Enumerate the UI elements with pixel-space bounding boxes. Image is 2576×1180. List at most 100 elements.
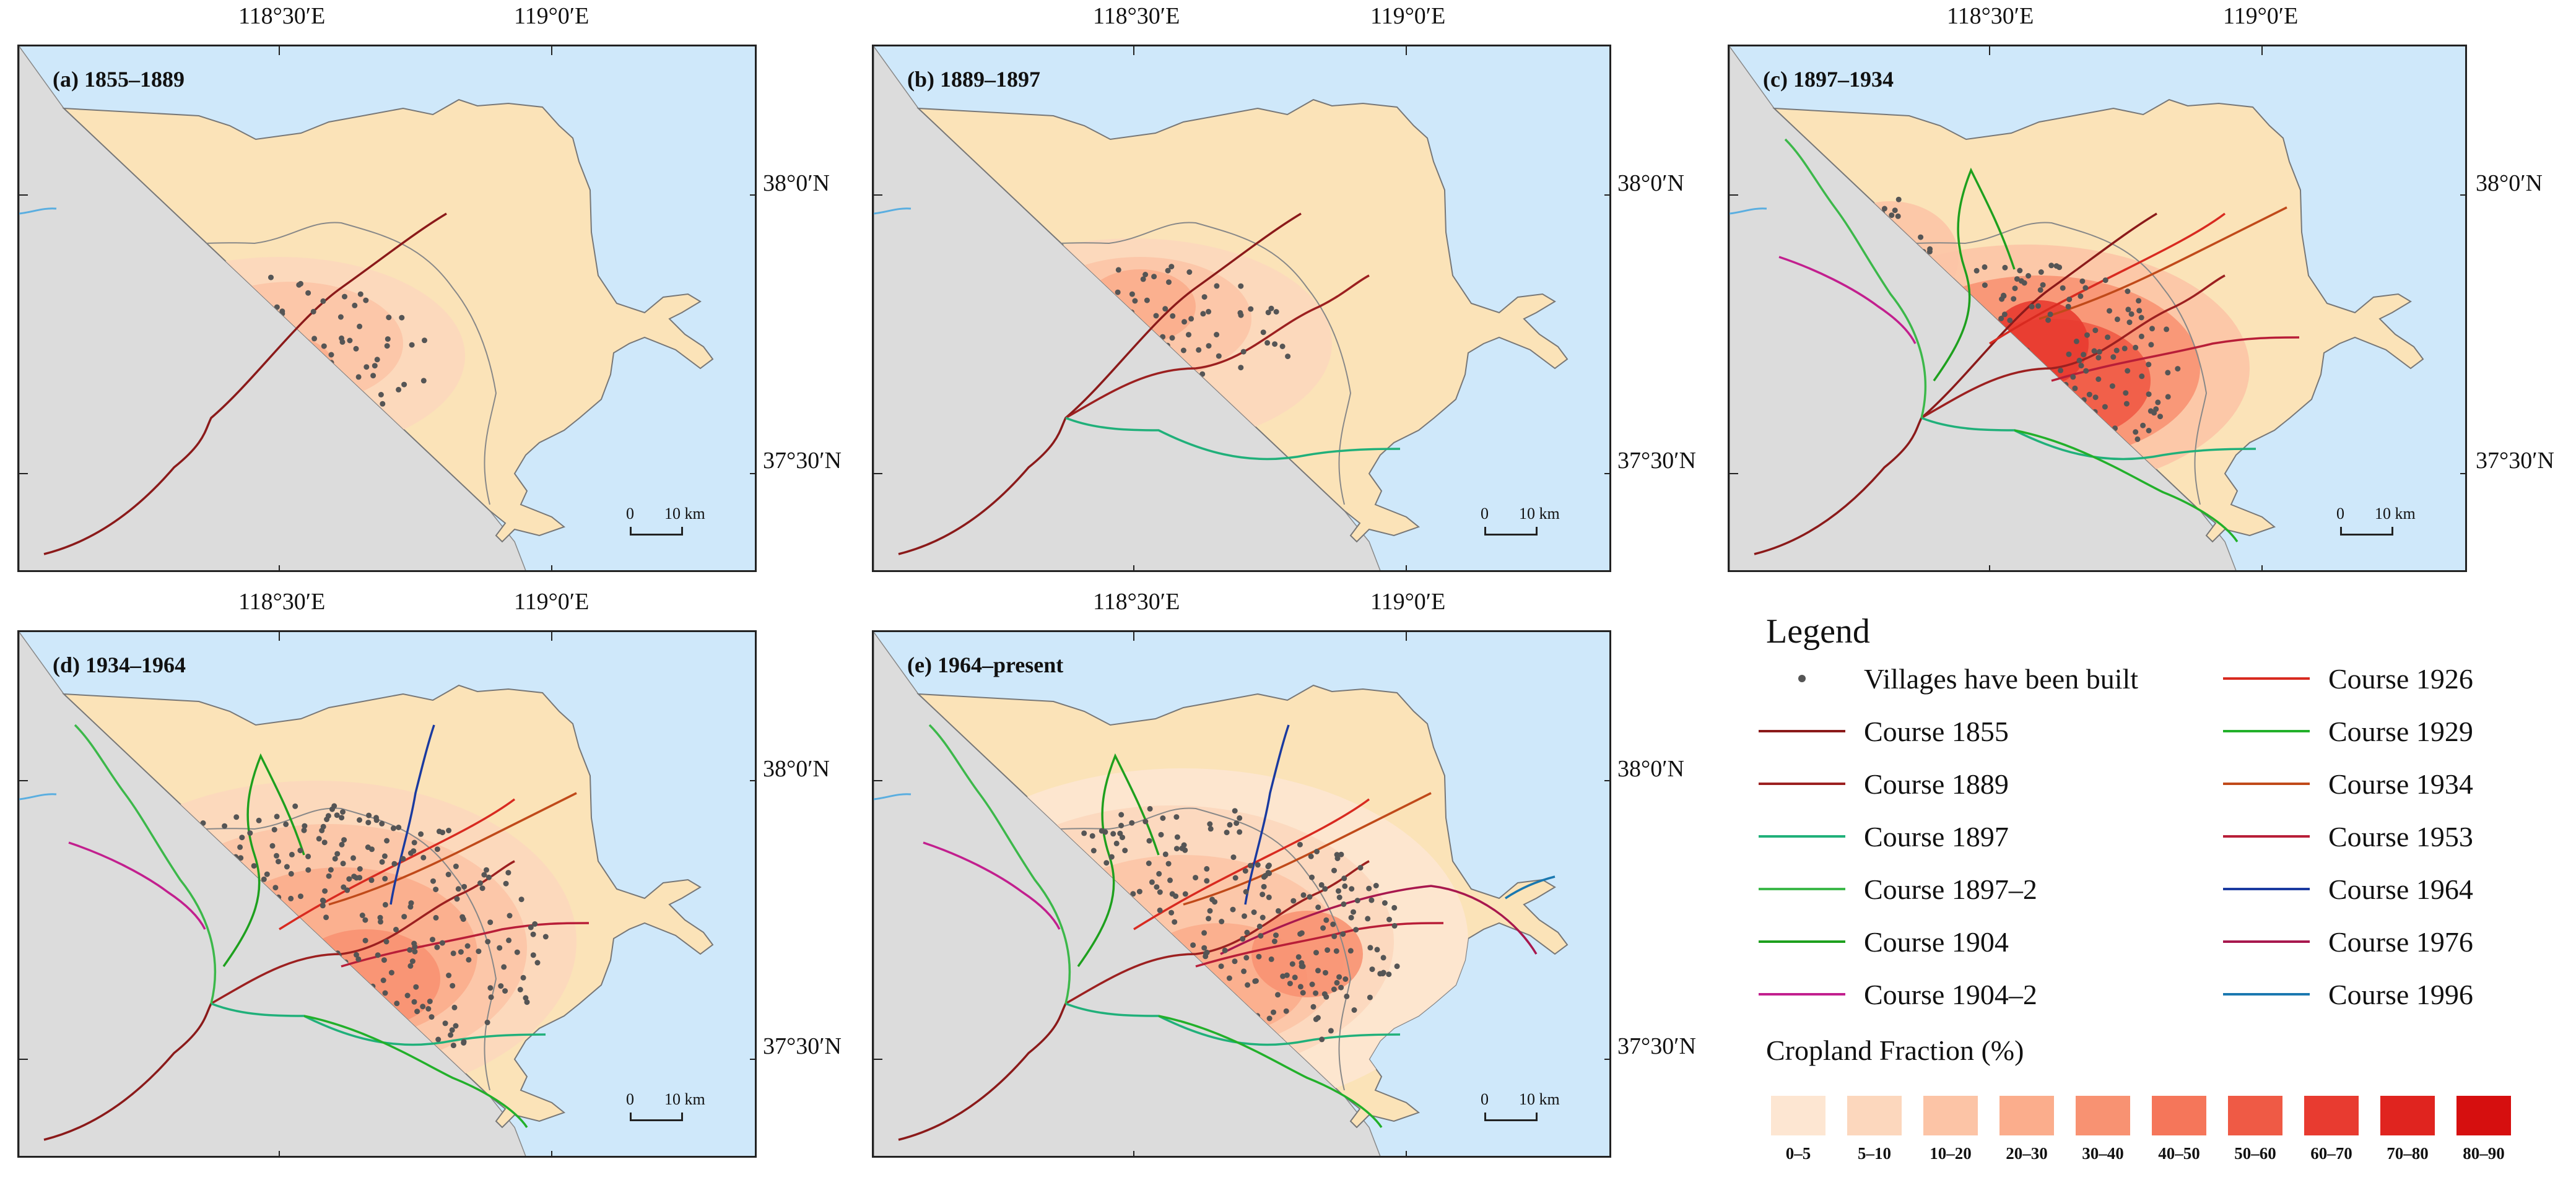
river-course: [222, 753, 305, 968]
cropland-class-label: 30–40: [2082, 1144, 2124, 1163]
village-dot: [342, 293, 347, 300]
village-dot: [453, 1023, 459, 1029]
village-dot: [484, 867, 489, 873]
course-line-icon: [2223, 783, 2310, 785]
village-dot: [322, 888, 328, 894]
legend-course-label: Course 1996: [2328, 978, 2473, 1010]
village-dot: [1237, 815, 1243, 821]
village-dot: [1118, 812, 1125, 818]
village-dot: [2157, 414, 2163, 420]
village-dot: [365, 820, 372, 826]
village-dot: [450, 983, 456, 989]
course-line-icon: [2223, 940, 2310, 943]
village-dot: [2107, 308, 2112, 314]
village-dot: [337, 314, 344, 320]
river-course: [211, 860, 515, 1005]
scale-zero: 0: [626, 505, 634, 523]
village-dot: [1354, 898, 1360, 904]
legend-course--1926: Course 1926: [2223, 660, 2473, 697]
cropland-class-label: 0–5: [1785, 1144, 1811, 1163]
village-dot: [1266, 894, 1272, 900]
village-dot: [2045, 317, 2052, 323]
village-dot: [1366, 885, 1372, 892]
village-dot: [1232, 808, 1238, 814]
village-dot: [247, 830, 253, 836]
village-dot: [1271, 1009, 1276, 1015]
scale-bar: 0 10 km: [1481, 1090, 1560, 1134]
village-dot: [1313, 990, 1319, 996]
village-dot: [365, 844, 371, 850]
village-dot: [1265, 864, 1271, 870]
village-dot: [384, 838, 390, 844]
village-dot: [2105, 334, 2111, 341]
village-dot: [1117, 830, 1123, 836]
lat-label-3730-c: 37°30′N: [2476, 448, 2554, 474]
river-course: [2014, 429, 2239, 542]
village-dot: [1170, 313, 1176, 319]
village-dot: [1918, 234, 1924, 240]
village-dot: [346, 876, 352, 882]
village-dot: [2007, 318, 2013, 323]
village-dot: [425, 1006, 432, 1012]
village-dot: [384, 343, 390, 349]
village-dot: [451, 1004, 458, 1010]
village-dot: [530, 931, 536, 937]
village-dot: [1238, 365, 1244, 371]
village-dot: [400, 856, 406, 862]
village-dot: [1224, 830, 1230, 836]
village-dot: [514, 949, 520, 955]
village-dot: [401, 381, 407, 388]
village-dot: [1247, 862, 1253, 869]
village-dot: [251, 863, 257, 869]
legend-course--1897: Course 1897: [1759, 818, 2009, 855]
village-dot: [321, 343, 327, 349]
village-dot: [407, 963, 414, 969]
legend-course-label: Course 1934: [2328, 768, 2473, 800]
village-dot: [1889, 212, 1895, 219]
lat-label-38-a: 38°0′N: [763, 170, 830, 196]
village-dot: [340, 809, 346, 815]
village-dot: [1207, 821, 1213, 827]
village-dot: [1142, 272, 1149, 277]
legend-course--1889: Course 1889: [1759, 765, 2009, 802]
village-dot: [487, 985, 494, 991]
village-dot: [1283, 1008, 1289, 1014]
village-dot: [1218, 963, 1224, 970]
village-dot: [1380, 955, 1386, 961]
village-dot: [1349, 886, 1355, 892]
village-dot: [256, 817, 262, 823]
village-dot: [2155, 399, 2161, 406]
village-dot: [1266, 870, 1272, 877]
village-dot: [486, 874, 492, 880]
village-dot: [1140, 276, 1146, 282]
legend-course--1855: Course 1855: [1759, 713, 2009, 750]
village-dot: [518, 896, 524, 903]
village-dot: [517, 987, 523, 992]
village-dot: [1216, 353, 1222, 359]
village-dot: [2073, 338, 2079, 344]
village-dot: [2146, 391, 2152, 397]
village-dot: [1347, 948, 1354, 954]
cropland-class-label: 5–10: [1858, 1144, 1891, 1163]
village-dot: [344, 887, 350, 893]
river-course: [1505, 875, 1556, 900]
village-dot: [446, 828, 452, 833]
village-dot: [1147, 805, 1153, 812]
village-dot: [1110, 831, 1116, 837]
village-dot: [1154, 884, 1160, 890]
village-dot: [498, 983, 504, 989]
map-canvas: [874, 632, 1609, 1156]
village-dot: [1368, 897, 1375, 903]
lon-label-119-0-top-a: 119°0′E: [514, 3, 590, 29]
village-dot: [298, 893, 303, 900]
village-dot: [450, 950, 456, 957]
legend-villages-label: Villages have been built: [1864, 662, 2139, 695]
map-canvas: [874, 46, 1609, 570]
village-dot: [1179, 845, 1185, 851]
village-dot: [1310, 1004, 1316, 1010]
village-dot: [374, 357, 380, 363]
village-dot: [2092, 394, 2099, 401]
village-dot: [1297, 984, 1303, 990]
village-dot: [1341, 901, 1347, 907]
village-dot: [1226, 975, 1232, 981]
